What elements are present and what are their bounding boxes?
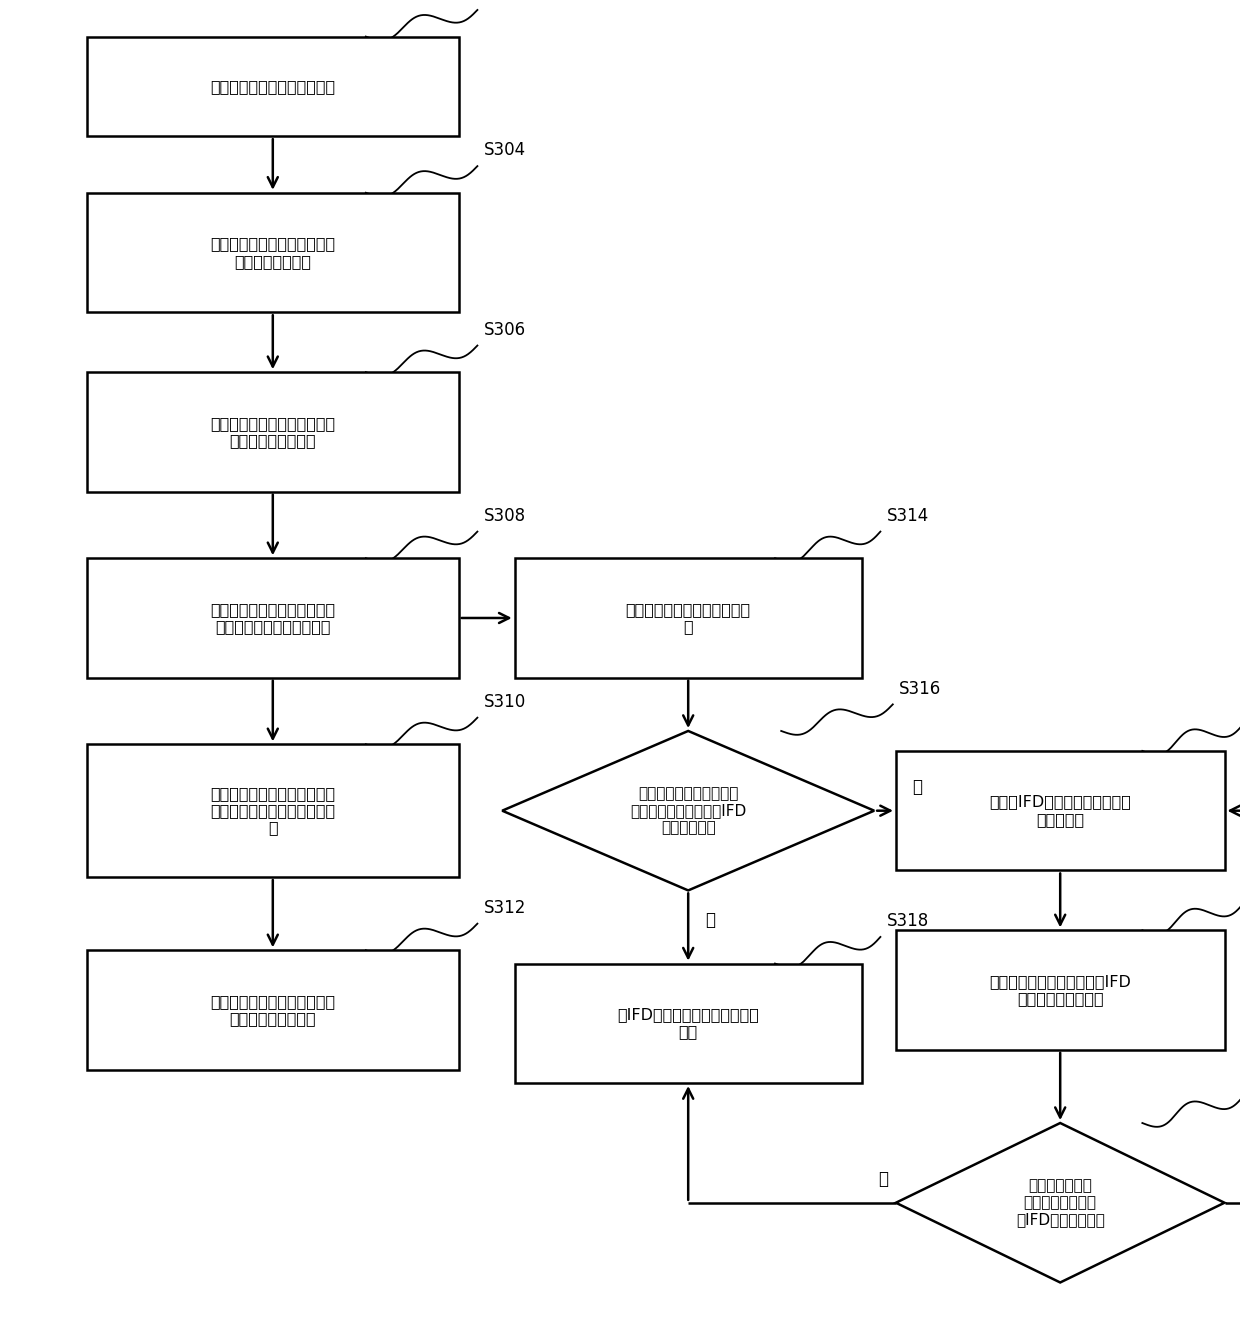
Polygon shape	[502, 731, 874, 890]
Polygon shape	[895, 1123, 1225, 1282]
Bar	[87, 193, 459, 312]
Text: 否: 否	[913, 777, 923, 796]
Text: 向IFD净化模块供电，开启净化
功能: 向IFD净化模块供电，开启净化 功能	[618, 1007, 759, 1039]
Text: S316: S316	[899, 679, 941, 698]
Bar	[87, 36, 459, 136]
Text: 获取第二映射关系列表，查找
与安装数量对应的转速控制方
案: 获取第二映射关系列表，查找 与安装数量对应的转速控制方 案	[211, 785, 335, 836]
Text: S312: S312	[484, 898, 526, 917]
Bar	[515, 558, 862, 678]
Text: 获取开启事件，并基于安
装数量判断是否允许向IFD
净化模块供电: 获取开启事件，并基于安 装数量判断是否允许向IFD 净化模块供电	[630, 785, 746, 836]
Text: S304: S304	[484, 141, 526, 159]
Text: 继续检测安装数
量，判断是否允许
向IFD净化模块供电: 继续检测安装数 量，判断是否允许 向IFD净化模块供电	[1016, 1177, 1105, 1228]
Bar	[87, 950, 459, 1070]
Text: 接收控制信号，以初始转速开
启空调器室内风机: 接收控制信号，以初始转速开 启空调器室内风机	[211, 237, 335, 268]
Bar	[87, 558, 459, 678]
Text: S310: S310	[484, 692, 526, 711]
Text: S318: S318	[887, 912, 929, 930]
Text: 是: 是	[878, 1170, 889, 1188]
Text: 获取第一映射关系列表，查找
与运行电流对应的安装数量: 获取第一映射关系列表，查找 与运行电流对应的安装数量	[211, 602, 335, 634]
Text: 发送提示信号，以提醒用户IFD
净化模块未全部安装: 发送提示信号，以提醒用户IFD 净化模块未全部安装	[990, 974, 1131, 1006]
Text: 开启空调器，并发送控制信号: 开启空调器，并发送控制信号	[211, 78, 335, 94]
Text: 经过设定时间后，检测空调器
室内风机的运行电流: 经过设定时间后，检测空调器 室内风机的运行电流	[211, 416, 335, 448]
Text: S306: S306	[484, 320, 526, 339]
Text: 禁止向IFD净化模块供电，净化
功能不开启: 禁止向IFD净化模块供电，净化 功能不开启	[990, 795, 1131, 827]
Text: 以查找到的转速控制方案控制
空调器室内风机运行: 以查找到的转速控制方案控制 空调器室内风机运行	[211, 994, 335, 1026]
Text: 是: 是	[706, 910, 715, 929]
Bar	[515, 964, 862, 1083]
Bar	[87, 372, 459, 492]
Text: S314: S314	[887, 506, 929, 525]
Bar	[87, 744, 459, 877]
Bar	[895, 930, 1225, 1050]
Text: S302: S302	[484, 0, 526, 4]
Bar	[895, 751, 1225, 870]
Text: 检测空调器净化功能的开启事
件: 检测空调器净化功能的开启事 件	[626, 602, 750, 634]
Text: S308: S308	[484, 506, 526, 525]
